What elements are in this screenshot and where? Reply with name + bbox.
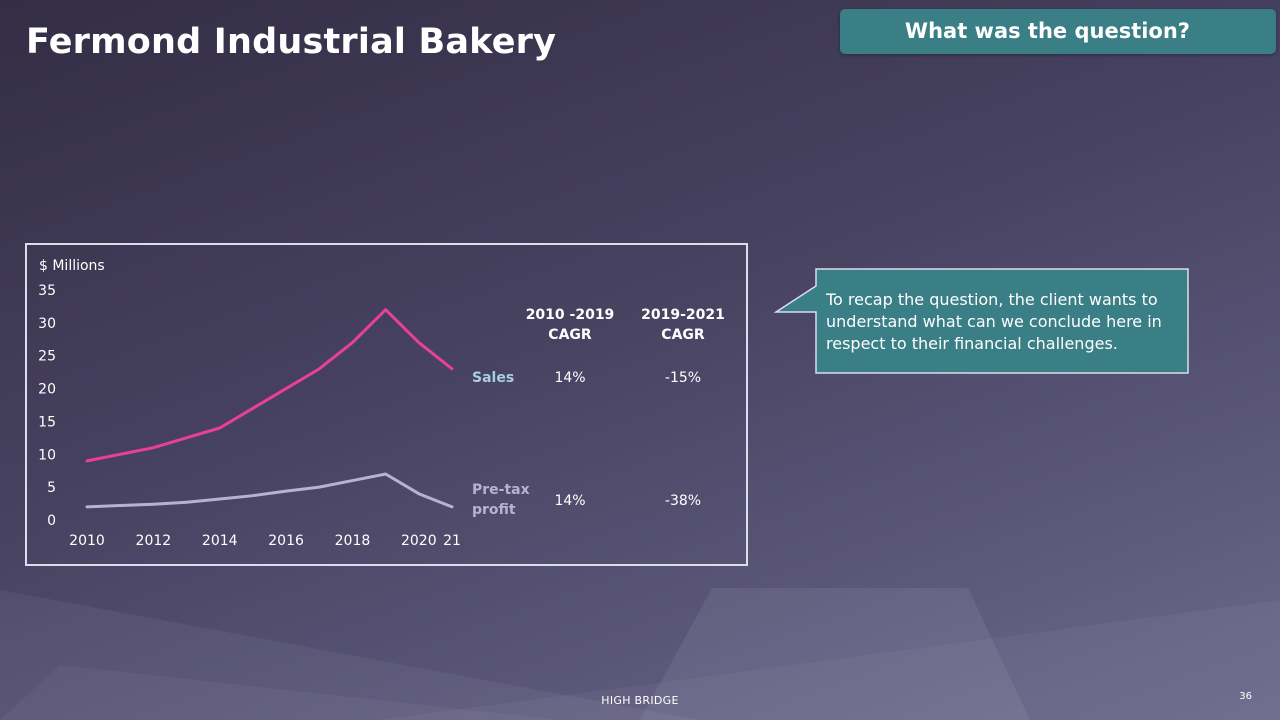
y-tick-label: 20 <box>38 382 56 398</box>
cagr-header-1: 2010 -2019 CAGR <box>526 307 615 343</box>
slide-title: Fermond Industrial Bakery <box>26 22 557 62</box>
pretax-profit-line <box>85 472 454 509</box>
y-axis-label: $ Millions <box>39 258 105 274</box>
x-tick-label: 2018 <box>335 533 371 549</box>
x-tick-label: 21 <box>443 533 461 549</box>
cagr-value: -15% <box>665 370 701 386</box>
series-label-pretax-profit: Pre-tax profit <box>472 482 530 518</box>
x-tick-label: 2016 <box>268 533 304 549</box>
cagr-value: -38% <box>665 493 701 509</box>
callout-text: To recap the question, the client wants … <box>826 290 1162 353</box>
question-badge-label: What was the question? <box>904 19 1190 43</box>
y-tick-label: 5 <box>47 480 56 496</box>
x-tick-label: 2014 <box>202 533 238 549</box>
page-number: 36 <box>1239 691 1252 702</box>
chart-frame <box>25 243 748 566</box>
y-tick-label: 15 <box>38 414 56 430</box>
cagr-value: 14% <box>554 493 585 509</box>
cagr-header-2: 2019-2021 CAGR <box>641 307 725 343</box>
x-tick-label: 2010 <box>69 533 105 549</box>
y-tick-label: 30 <box>38 316 56 332</box>
y-tick-label: 25 <box>38 349 56 365</box>
sales-line <box>85 308 454 463</box>
series-label-sales: Sales <box>472 370 514 386</box>
footer-brand: HIGH BRIDGE <box>601 694 679 707</box>
y-tick-label: 35 <box>38 283 56 299</box>
y-tick-label: 0 <box>47 513 56 529</box>
x-tick-label: 2012 <box>136 533 172 549</box>
question-badge: What was the question? <box>840 9 1276 54</box>
x-tick-label: 2020 <box>401 533 437 549</box>
cagr-value: 14% <box>554 370 585 386</box>
y-tick-label: 10 <box>38 447 56 463</box>
